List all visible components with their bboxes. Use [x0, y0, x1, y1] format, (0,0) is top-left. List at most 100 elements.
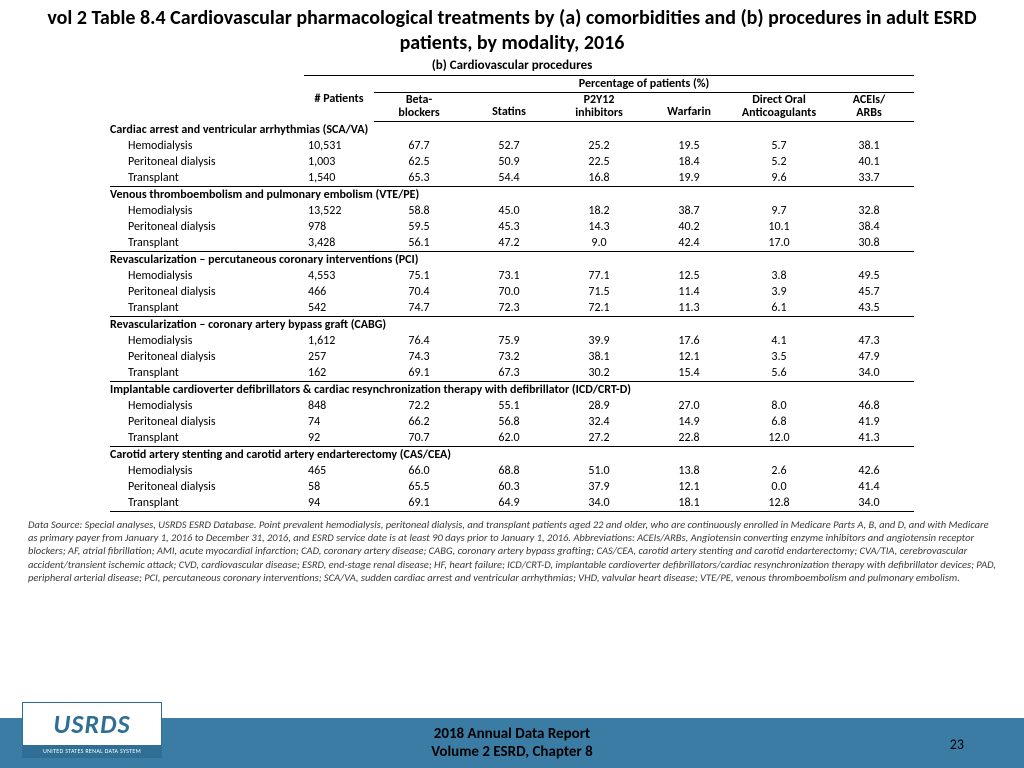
cell-value: 30.2	[554, 365, 644, 382]
cell-value: 18.2	[554, 203, 644, 219]
cell-value: 52.7	[464, 138, 554, 154]
cell-value: 40.2	[644, 219, 734, 235]
cell-value: 4,553	[304, 268, 374, 284]
col-acei: ACEIs/ARBs	[824, 93, 914, 122]
logo-subtext: UNITED STATES RENAL DATA SYSTEM	[23, 745, 161, 757]
cell-value: 257	[304, 349, 374, 365]
data-table: # Patients Percentage of patients (%) Be…	[110, 75, 914, 512]
row-label: Hemodialysis	[110, 463, 304, 479]
row-label: Peritoneal dialysis	[110, 154, 304, 170]
cell-value: 19.5	[644, 138, 734, 154]
cell-value: 66.2	[374, 414, 464, 430]
cell-value: 69.1	[374, 495, 464, 512]
cell-value: 19.9	[644, 170, 734, 187]
cell-value: 42.6	[824, 463, 914, 479]
row-label: Transplant	[110, 430, 304, 447]
cell-value: 70.0	[464, 284, 554, 300]
table-container: # Patients Percentage of patients (%) Be…	[0, 73, 1024, 512]
cell-value: 0.0	[734, 479, 824, 495]
cell-value: 848	[304, 398, 374, 414]
section-header: Cardiac arrest and ventricular arrhythmi…	[110, 122, 914, 139]
cell-value: 56.8	[464, 414, 554, 430]
col-p2y12: P2Y12inhibitors	[554, 93, 644, 122]
cell-value: 9.0	[554, 235, 644, 252]
cell-value: 11.4	[644, 284, 734, 300]
cell-value: 32.8	[824, 203, 914, 219]
section-header: Venous thromboembolism and pulmonary emb…	[110, 187, 914, 204]
cell-value: 34.0	[824, 495, 914, 512]
row-label: Transplant	[110, 170, 304, 187]
cell-value: 64.9	[464, 495, 554, 512]
cell-value: 4.1	[734, 333, 824, 349]
cell-value: 465	[304, 463, 374, 479]
cell-value: 77.1	[554, 268, 644, 284]
cell-value: 12.5	[644, 268, 734, 284]
cell-value: 43.5	[824, 300, 914, 317]
section-header: Revascularization – coronary artery bypa…	[110, 317, 914, 334]
cell-value: 58	[304, 479, 374, 495]
usrds-logo: USRDS UNITED STATES RENAL DATA SYSTEM	[22, 702, 162, 758]
cell-value: 33.7	[824, 170, 914, 187]
row-label: Transplant	[110, 365, 304, 382]
cell-value: 25.2	[554, 138, 644, 154]
cell-value: 18.1	[644, 495, 734, 512]
cell-value: 72.2	[374, 398, 464, 414]
row-label: Transplant	[110, 300, 304, 317]
row-label: Hemodialysis	[110, 398, 304, 414]
cell-value: 58.8	[374, 203, 464, 219]
cell-value: 49.5	[824, 268, 914, 284]
cell-value: 50.9	[464, 154, 554, 170]
cell-value: 41.4	[824, 479, 914, 495]
cell-value: 22.5	[554, 154, 644, 170]
cell-value: 47.9	[824, 349, 914, 365]
row-label: Peritoneal dialysis	[110, 349, 304, 365]
cell-value: 94	[304, 495, 374, 512]
cell-value: 59.5	[374, 219, 464, 235]
cell-value: 73.2	[464, 349, 554, 365]
col-patients: # Patients	[304, 76, 374, 122]
cell-value: 27.2	[554, 430, 644, 447]
cell-value: 13,522	[304, 203, 374, 219]
cell-value: 3.5	[734, 349, 824, 365]
cell-value: 47.3	[824, 333, 914, 349]
cell-value: 41.9	[824, 414, 914, 430]
row-label: Transplant	[110, 495, 304, 512]
cell-value: 6.1	[734, 300, 824, 317]
section-header: Implantable cardioverter defibrillators …	[110, 382, 914, 399]
cell-value: 16.8	[554, 170, 644, 187]
cell-value: 18.4	[644, 154, 734, 170]
cell-value: 66.0	[374, 463, 464, 479]
cell-value: 67.7	[374, 138, 464, 154]
cell-value: 11.3	[644, 300, 734, 317]
cell-value: 39.9	[554, 333, 644, 349]
cell-value: 9.6	[734, 170, 824, 187]
cell-value: 40.1	[824, 154, 914, 170]
cell-value: 45.0	[464, 203, 554, 219]
cell-value: 65.3	[374, 170, 464, 187]
page-title: vol 2 Table 8.4 Cardiovascular pharmacol…	[0, 0, 1024, 56]
cell-value: 5.2	[734, 154, 824, 170]
cell-value: 67.3	[464, 365, 554, 382]
cell-value: 10,531	[304, 138, 374, 154]
cell-value: 60.3	[464, 479, 554, 495]
cell-value: 92	[304, 430, 374, 447]
footnote: Data Source: Special analyses, USRDS ESR…	[0, 512, 1024, 584]
row-label: Transplant	[110, 235, 304, 252]
cell-value: 28.9	[554, 398, 644, 414]
cell-value: 76.4	[374, 333, 464, 349]
logo-text: USRDS	[23, 703, 161, 745]
cell-value: 32.4	[554, 414, 644, 430]
cell-value: 38.1	[824, 138, 914, 154]
cell-value: 68.8	[464, 463, 554, 479]
cell-value: 3.8	[734, 268, 824, 284]
row-label: Peritoneal dialysis	[110, 479, 304, 495]
cell-value: 69.1	[374, 365, 464, 382]
cell-value: 38.1	[554, 349, 644, 365]
cell-value: 38.4	[824, 219, 914, 235]
cell-value: 47.2	[464, 235, 554, 252]
cell-value: 72.1	[554, 300, 644, 317]
cell-value: 30.8	[824, 235, 914, 252]
cell-value: 9.7	[734, 203, 824, 219]
cell-value: 978	[304, 219, 374, 235]
cell-value: 17.0	[734, 235, 824, 252]
